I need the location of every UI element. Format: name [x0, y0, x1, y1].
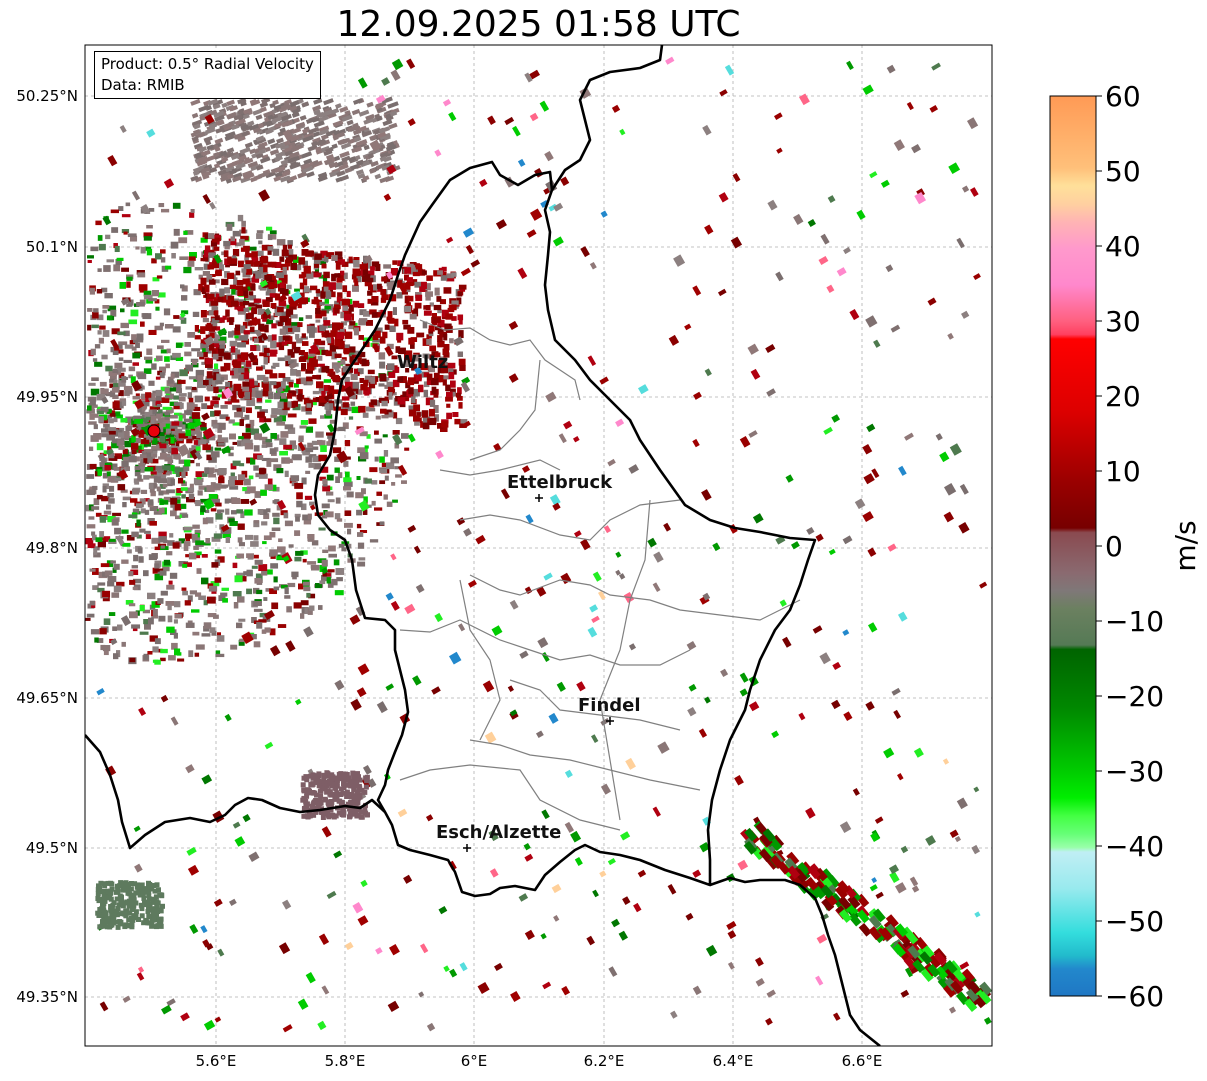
product-info-box: Product: 0.5° Radial Velocity Data: RMIB	[94, 51, 321, 99]
x-tick-label: 5.8°E	[325, 1052, 366, 1070]
colorbar-ramp	[1049, 95, 1097, 997]
y-axis: 50.25°N 50.1°N 49.95°N 49.8°N 49.65°N 49…	[16, 87, 78, 1006]
colorbar-tick-label: −50	[1105, 905, 1164, 938]
city-markers	[463, 494, 614, 852]
radar-echoes	[85, 56, 992, 1033]
colorbar-tick-label: 0	[1105, 530, 1123, 563]
colorbar-tick-label: 40	[1105, 230, 1141, 263]
colorbar-tick-label: −30	[1105, 755, 1164, 788]
colorbar-tick-label: −20	[1105, 680, 1164, 713]
colorbar-tick-label: 50	[1105, 155, 1141, 188]
x-tick-label: 6.6°E	[842, 1052, 883, 1070]
colorbar-tick-label: −60	[1105, 980, 1164, 1013]
x-axis: 5.6°E 5.8°E 6°E 6.2°E 6.4°E 6.6°E	[196, 1052, 883, 1070]
colorbar: 60 50 40 30 20 10 0 −10 −20 −30 −40 −50 −60 m/s	[1049, 80, 1202, 1013]
radar-site-marker	[147, 424, 161, 438]
y-tick-label: 50.1°N	[26, 238, 78, 256]
canton-boundaries	[399, 319, 801, 831]
x-tick-label: 6.2°E	[584, 1052, 625, 1070]
colorbar-tick-label: 20	[1105, 380, 1141, 413]
x-tick-label: 5.6°E	[196, 1052, 237, 1070]
colorbar-tick-label: −10	[1105, 605, 1164, 638]
y-tick-label: 49.95°N	[16, 388, 78, 406]
y-tick-label: 49.5°N	[26, 839, 78, 857]
x-tick-label: 6.4°E	[713, 1052, 754, 1070]
y-tick-label: 50.25°N	[16, 87, 78, 105]
city-label-findel: Findel	[578, 695, 641, 716]
colorbar-ticks: 60 50 40 30 20 10 0 −10 −20 −30 −40 −50 −60	[1096, 80, 1164, 1013]
colorbar-unit-label: m/s	[1169, 520, 1202, 571]
map-title: 12.09.2025 01:58 UTC	[336, 4, 741, 45]
colorbar-tick-label: 60	[1105, 80, 1141, 113]
city-label-esch-alzette: Esch/Alzette	[436, 822, 561, 843]
city-label-wiltz: Wiltz	[397, 352, 448, 373]
y-tick-label: 49.35°N	[16, 988, 78, 1006]
colorbar-tick-label: 30	[1105, 305, 1141, 338]
colorbar-tick-label: −40	[1105, 830, 1164, 863]
y-tick-label: 49.65°N	[16, 689, 78, 707]
plot-frame	[84, 44, 993, 1047]
data-source-label: Data: RMIB	[101, 76, 185, 94]
x-tick-label: 6°E	[461, 1052, 488, 1070]
national-borders	[85, 45, 881, 1046]
city-label-ettelbruck: Ettelbruck	[507, 472, 613, 493]
product-label: Product: 0.5° Radial Velocity	[101, 55, 314, 73]
y-tick-label: 49.8°N	[26, 539, 78, 557]
colorbar-tick-label: 10	[1105, 455, 1141, 488]
